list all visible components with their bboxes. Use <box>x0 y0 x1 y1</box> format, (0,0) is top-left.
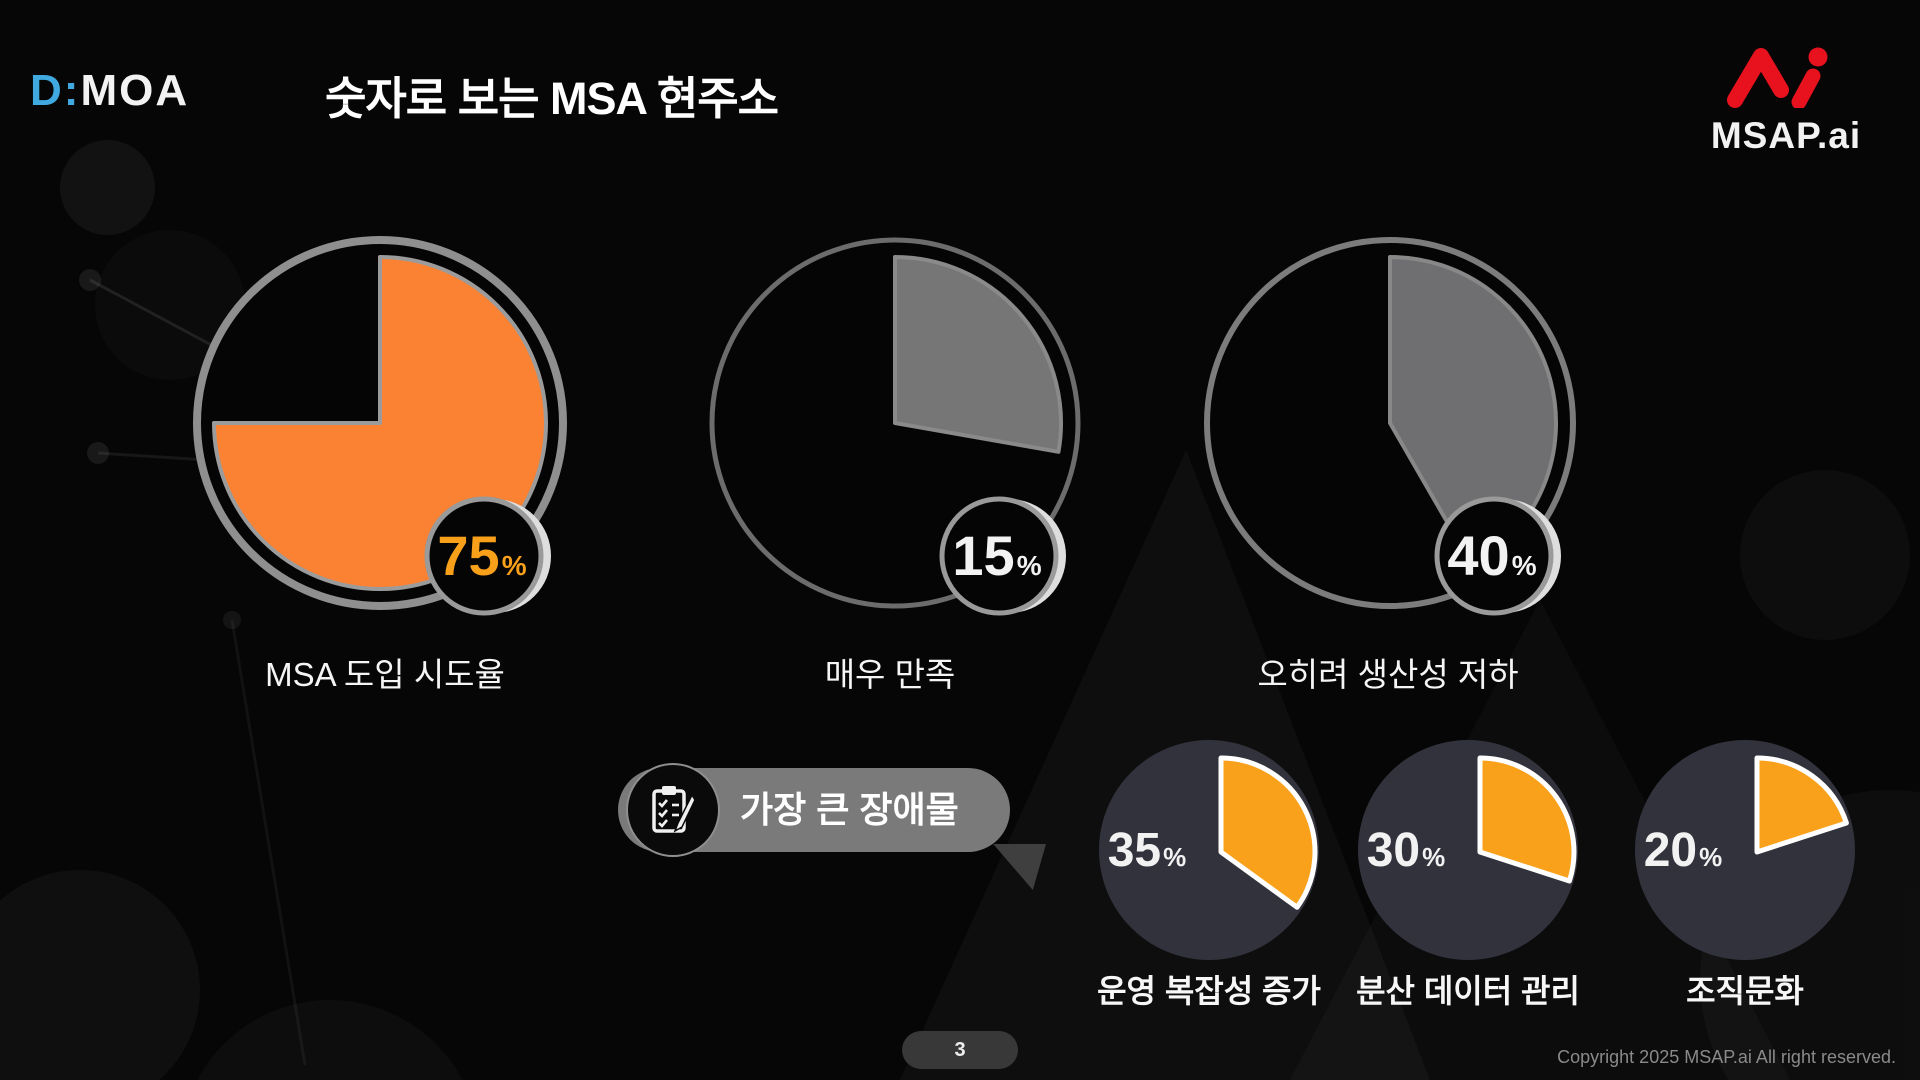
pie-chart-30-percent: 30% <box>1358 740 1578 960</box>
small-chart-operational-complexity: 35% <box>1089 730 1329 970</box>
badge-value: 75% <box>437 524 526 587</box>
bokeh-circle <box>1740 470 1910 640</box>
pie-chart-75-percent: 75% <box>193 236 567 616</box>
big-chart-productivity: 40% <box>1190 228 1610 658</box>
big-chart-label: 오히려 생산성 저하 <box>1257 656 1519 693</box>
pie-chart-35-percent: 35% <box>1099 740 1319 960</box>
pie-value: 30% <box>1367 824 1446 877</box>
msap-logo: MSAP.ai <box>1686 44 1886 157</box>
big-chart-label: 매우 만족 <box>824 656 956 693</box>
page-title: 숫자로 보는 MSA 현주소 <box>325 73 779 124</box>
page-number: 3 <box>954 1039 966 1061</box>
pie-wedge <box>1218 755 1318 910</box>
pie-value: 35% <box>1108 824 1187 877</box>
page-number-pill: 3 <box>902 1031 1018 1069</box>
speech-bubble-label: 가장 큰 장애물 <box>740 789 959 830</box>
dmoa-logo-prefix: D: <box>30 66 81 115</box>
pie-chart-40-percent: 40% <box>1204 237 1576 616</box>
badge-circle <box>939 496 1059 616</box>
badge-circle <box>424 496 544 616</box>
msap-logo-icon <box>1727 47 1828 110</box>
pie-wedge <box>893 255 1063 454</box>
clipboard-icon <box>626 763 720 857</box>
pie-chart-20-percent: 20% <box>1635 740 1855 960</box>
small-chart-label: 조직문화 <box>1686 973 1804 1009</box>
bokeh-circle <box>0 870 200 1080</box>
small-chart-label: 운영 복잡성 증가 <box>1097 973 1321 1009</box>
bokeh-circle <box>60 140 155 235</box>
clipboard-icon-glyph <box>652 786 696 833</box>
small-chart-label: 분산 데이터 관리 <box>1356 973 1580 1009</box>
pie-wedge <box>1477 755 1577 884</box>
pie-chart-15-percent: 15% <box>709 237 1081 616</box>
dmoa-logo-name: MOA <box>80 66 190 115</box>
dmoa-logo: D:MOA <box>30 66 189 116</box>
badge-value: 15% <box>952 524 1041 587</box>
small-chart-distributed-data: 30% <box>1348 730 1588 970</box>
big-chart-msa-adoption: 75% <box>180 228 600 658</box>
copyright-text: Copyright 2025 MSAP.ai All right reserve… <box>1557 1047 1896 1067</box>
big-chart-satisfaction: 15% <box>695 228 1115 658</box>
pie-value: 20% <box>1644 824 1723 877</box>
speech-bubble: 가장 큰 장애물 <box>618 763 1010 857</box>
bokeh-circle <box>180 1000 480 1080</box>
small-chart-org-culture: 20% <box>1625 730 1865 970</box>
big-chart-label: MSA 도입 시도율 <box>265 656 505 693</box>
pie-wedge <box>1754 755 1849 855</box>
msap-logo-text: MSAP.ai <box>1710 115 1862 156</box>
badge-value: 40% <box>1447 524 1536 587</box>
badge-circle <box>1434 496 1554 616</box>
